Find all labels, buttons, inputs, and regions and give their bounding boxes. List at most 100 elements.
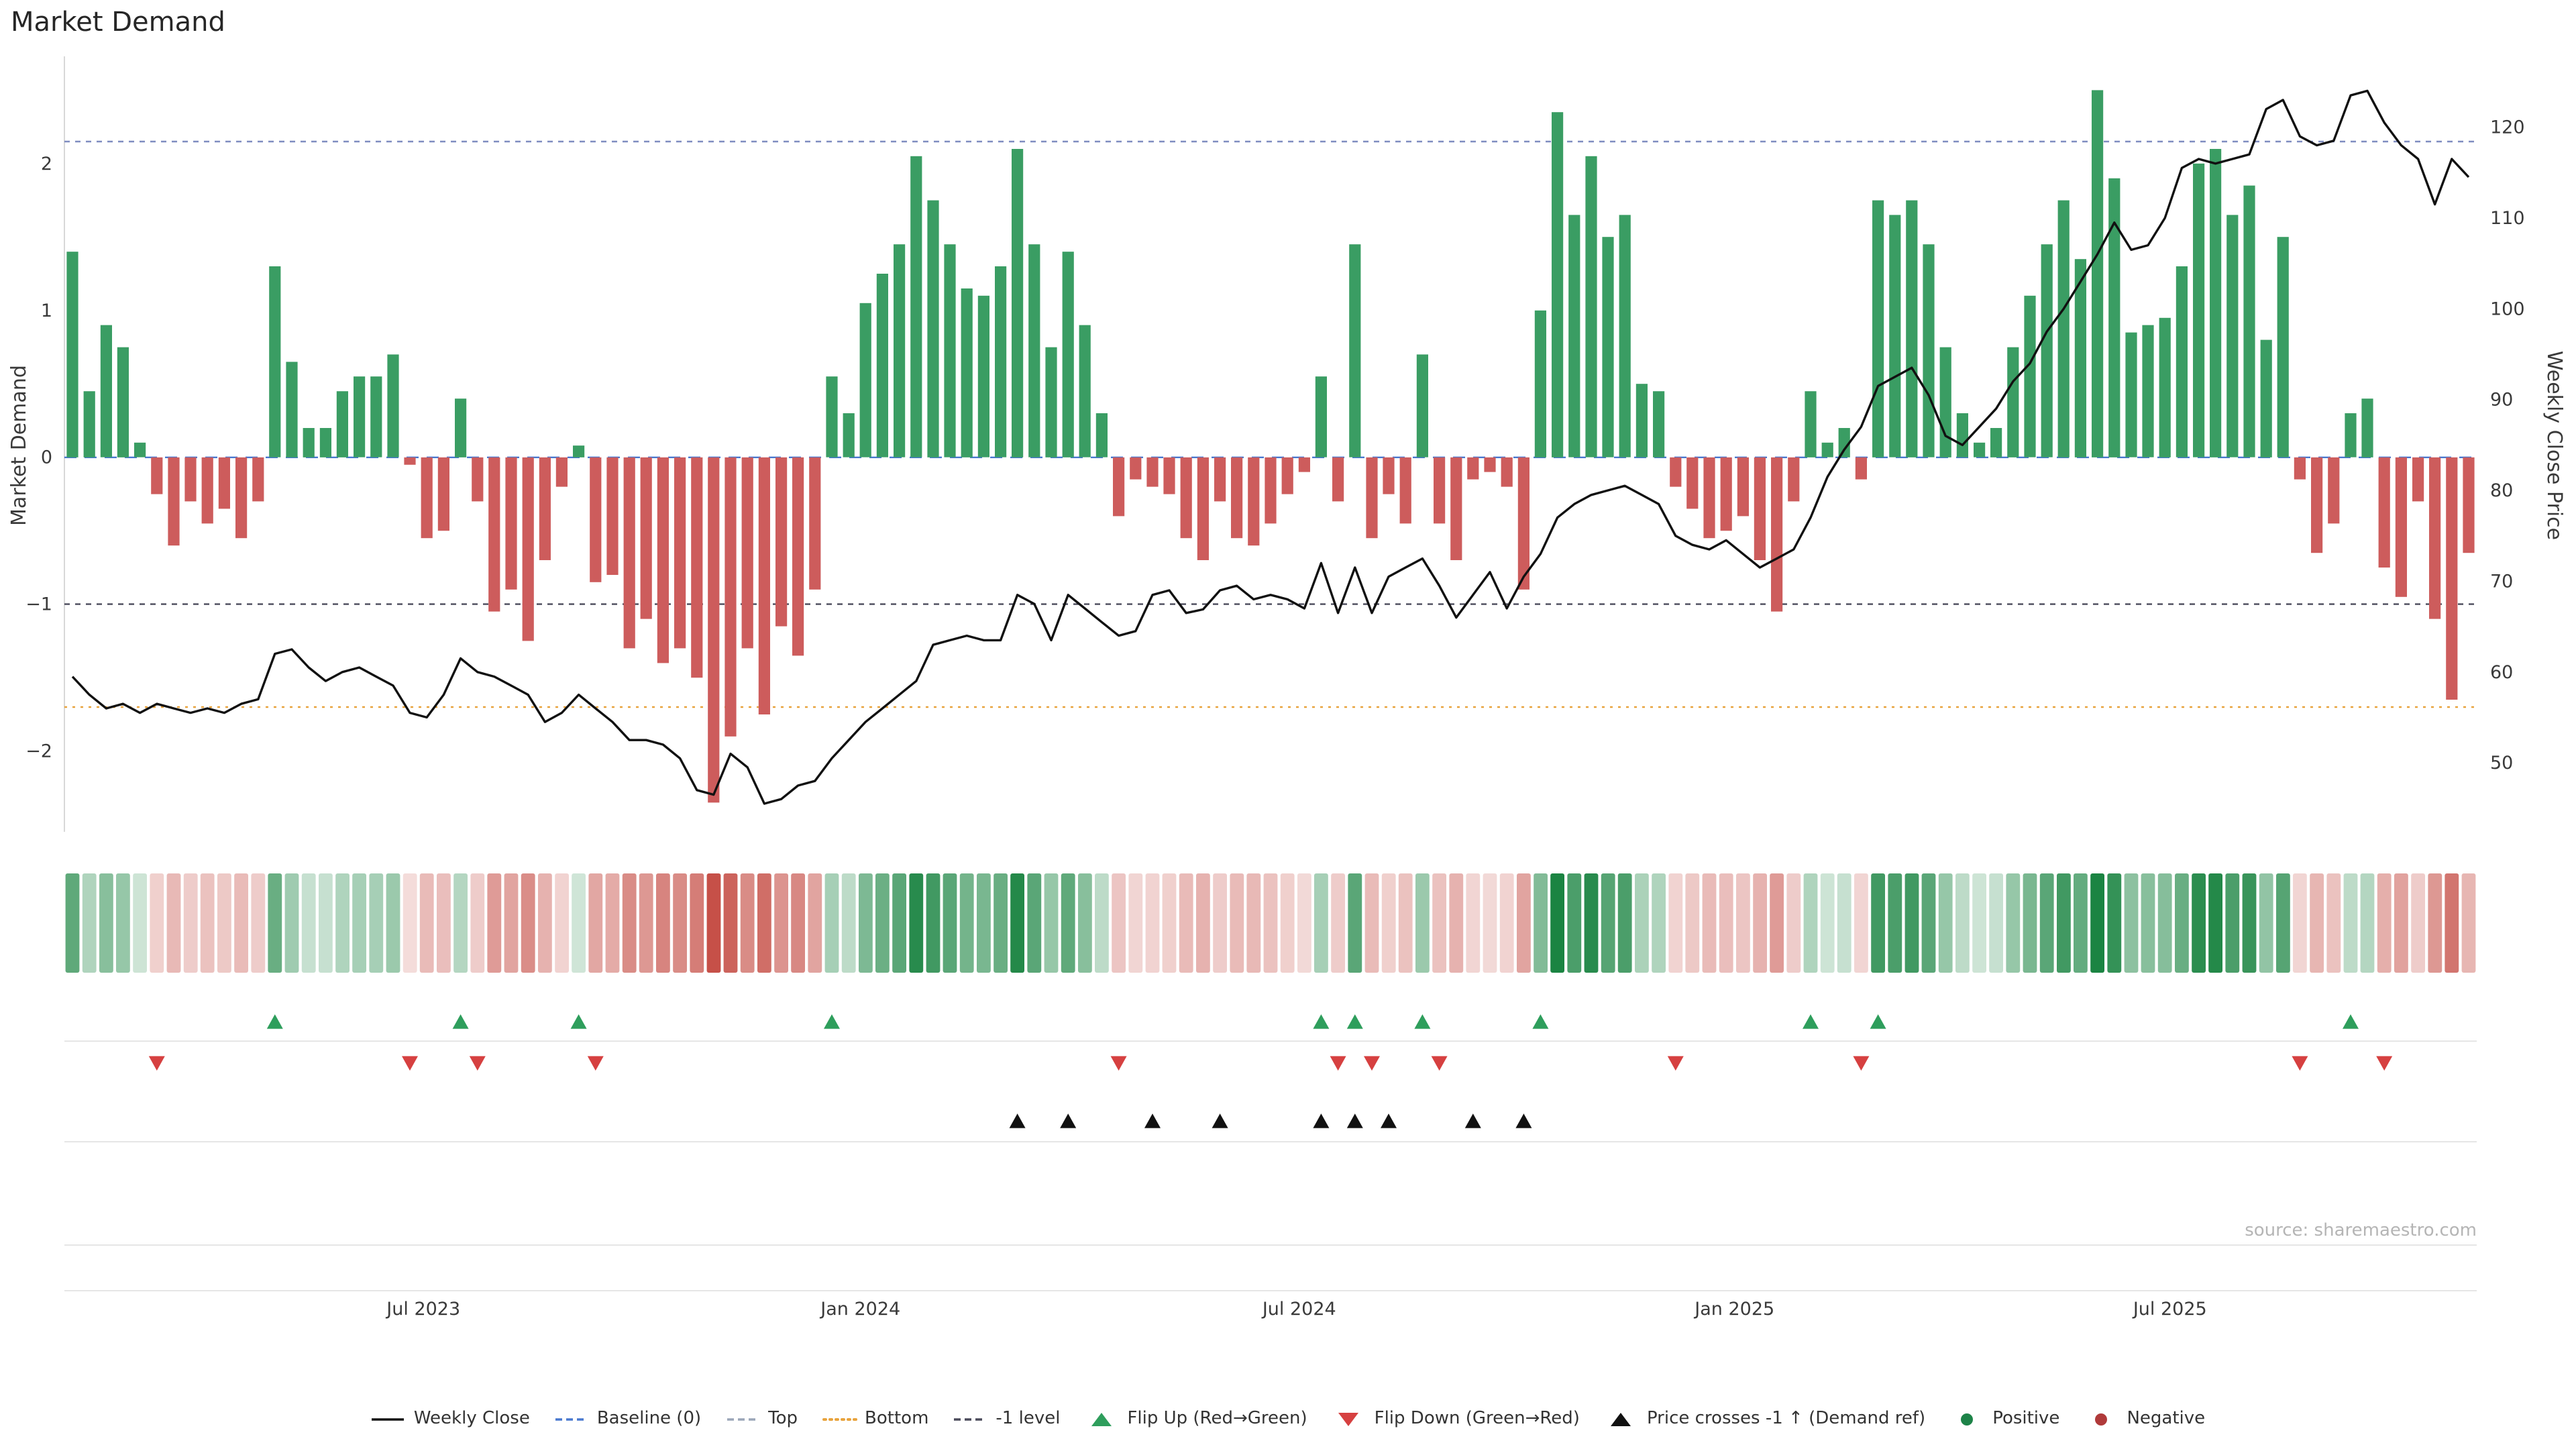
demand-bar — [2108, 178, 2121, 458]
heatmap-cell — [2208, 873, 2222, 973]
demand-bar — [2294, 457, 2306, 480]
heatmap-cell — [1534, 873, 1548, 973]
left-axis-tick-label: −2 — [25, 741, 52, 762]
demand-bar — [1872, 200, 1884, 458]
heatmap-cell — [2124, 873, 2139, 973]
heatmap-cell — [1483, 873, 1497, 973]
demand-bar — [1737, 457, 1749, 517]
demand-bar — [539, 457, 551, 560]
heatmap-cell — [2023, 873, 2037, 973]
heatmap-cell — [1179, 873, 1193, 973]
demand-bar — [1838, 428, 1850, 458]
heatmap-cell — [1432, 873, 1446, 973]
demand-bar — [2024, 295, 2036, 458]
heatmap-cell — [824, 873, 839, 973]
demand-bar — [1332, 457, 1344, 502]
heatmap-cell — [1888, 873, 1902, 973]
heatmap-cell — [977, 873, 991, 973]
heatmap-cell — [1381, 873, 1396, 973]
heatmap-cell — [2225, 873, 2240, 973]
demand-bar — [1585, 156, 1597, 458]
demand-bar — [1568, 215, 1580, 458]
heatmap-cell — [183, 873, 198, 973]
demand-bar — [590, 457, 602, 582]
heatmap-cell — [2276, 873, 2290, 973]
demand-bar — [201, 457, 213, 524]
demand-bar — [995, 266, 1007, 458]
demand-bar — [944, 244, 956, 458]
heatmap-cell — [335, 873, 350, 973]
right-axis-tick-label: 80 — [2490, 480, 2513, 501]
heatmap-cell — [774, 873, 788, 973]
heatmap-cell — [2259, 873, 2273, 973]
demand-bars — [66, 90, 2475, 803]
flip-down-marker — [1667, 1056, 1684, 1071]
demand-bar — [741, 457, 753, 649]
demand-bar — [117, 347, 129, 458]
heatmap-cell — [706, 873, 721, 973]
demand-bar — [1180, 457, 1192, 539]
legend-label: Bottom — [865, 1409, 929, 1429]
demand-bar — [1534, 310, 1546, 458]
heatmap-cell — [1162, 873, 1177, 973]
heatmap-cell — [166, 873, 181, 973]
demand-bar — [1012, 149, 1024, 458]
heatmap-cell — [402, 873, 417, 973]
demand-bar — [2378, 457, 2390, 568]
legend-label: -1 level — [996, 1409, 1061, 1429]
heatmap-cell — [1027, 873, 1042, 973]
source-text: source: sharemaestro.com — [2245, 1221, 2477, 1241]
demand-bar — [2074, 259, 2086, 458]
heatmap-cell — [2310, 873, 2324, 973]
demand-bar — [1855, 457, 1867, 480]
left-axis-tick-label: −1 — [25, 594, 52, 615]
heatmap-cell — [2461, 873, 2476, 973]
heatmap-cell — [234, 873, 248, 973]
price-cross-marker — [1144, 1114, 1161, 1128]
demand-bar — [1366, 457, 1378, 539]
demand-bar — [910, 156, 922, 458]
demand-bar — [2412, 457, 2424, 502]
flip-down-marker — [1853, 1056, 1870, 1071]
demand-bar — [606, 457, 619, 575]
demand-bar — [623, 457, 635, 649]
flip-up-marker — [1532, 1014, 1549, 1029]
heatmap-cell — [1196, 873, 1210, 973]
demand-bar — [1045, 347, 1057, 458]
right-axis-tick-label: 70 — [2490, 571, 2513, 592]
demand-bar — [859, 303, 871, 458]
heatmap-cell — [2377, 873, 2392, 973]
heatmap-cell — [943, 873, 957, 973]
heatmap-cell — [1061, 873, 1075, 973]
demand-bar — [691, 457, 703, 678]
heatmap-cell — [453, 873, 468, 973]
legend-item: Positive — [1949, 1409, 2059, 1429]
demand-bar — [1197, 457, 1209, 560]
demand-bar — [522, 457, 534, 641]
heatmap-cell — [1871, 873, 1885, 973]
legend-label: Baseline (0) — [596, 1409, 702, 1429]
demand-bar — [354, 376, 366, 458]
heatmap-cell — [217, 873, 231, 973]
flip-up-marker — [1313, 1014, 1330, 1029]
heatmap-cell — [808, 873, 822, 973]
heatmap-cell — [504, 873, 519, 973]
price-line — [71, 89, 2470, 805]
demand-bar — [2345, 413, 2357, 458]
demand-bar — [134, 442, 146, 458]
heatmap-cell — [791, 873, 805, 973]
heatmap-cell — [2428, 873, 2443, 973]
heatmap-cell — [1837, 873, 1851, 973]
legend-triangle-up-icon — [1091, 1412, 1112, 1426]
heatmap-cell — [133, 873, 147, 973]
flip-down-marker — [469, 1056, 486, 1071]
heatmap-cell — [1938, 873, 1953, 973]
flip-down-marker — [402, 1056, 418, 1071]
x-axis-tick-label: Jul 2023 — [385, 1299, 460, 1320]
demand-bar — [758, 457, 770, 714]
heatmap-cell — [284, 873, 299, 973]
demand-bar — [387, 354, 399, 458]
flip-up-marker — [2343, 1014, 2359, 1029]
price-cross-marker — [1212, 1114, 1228, 1128]
